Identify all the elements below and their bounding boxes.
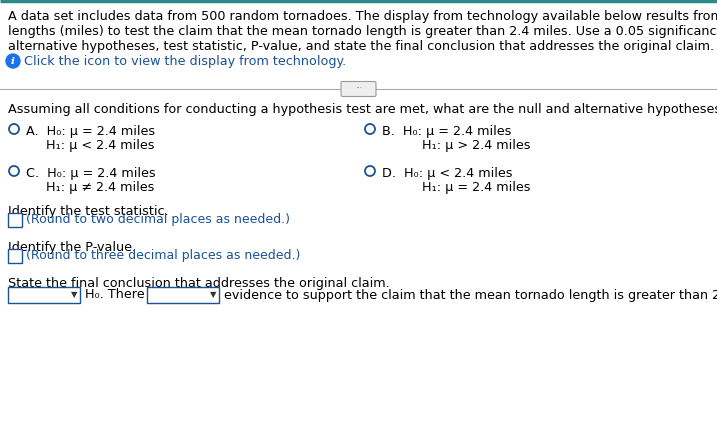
Bar [8,287,80,303]
Text: A.  H₀: μ = 2.4 miles: A. H₀: μ = 2.4 miles [26,125,155,138]
Text: B.  H₀: μ = 2.4 miles: B. H₀: μ = 2.4 miles [382,125,511,138]
Text: C.  H₀: μ = 2.4 miles: C. H₀: μ = 2.4 miles [26,167,156,180]
Text: alternative hypotheses, test statistic, P-value, and state the final conclusion : alternative hypotheses, test statistic, … [8,40,714,53]
Bar [8,213,22,227]
Text: Click the icon to view the display from technology.: Click the icon to view the display from … [24,55,346,67]
Text: H₁: μ > 2.4 miles: H₁: μ > 2.4 miles [382,139,531,152]
Text: ▼: ▼ [70,290,77,300]
Circle shape [6,54,20,68]
Text: H₁: μ < 2.4 miles: H₁: μ < 2.4 miles [26,139,154,152]
Text: Identify the test statistic.: Identify the test statistic. [8,205,168,218]
Text: H₁: μ = 2.4 miles: H₁: μ = 2.4 miles [382,181,531,194]
Text: lengths (miles) to test the claim that the mean tornado length is greater than 2: lengths (miles) to test the claim that t… [8,25,717,38]
Text: evidence to support the claim that the mean tornado length is greater than 2.4 m: evidence to support the claim that the m… [224,289,717,301]
Text: State the final conclusion that addresses the original claim.: State the final conclusion that addresse… [8,277,390,290]
Text: H₀. There is: H₀. There is [85,289,159,301]
Text: i: i [11,56,15,66]
Text: ···: ··· [355,84,362,94]
Text: (Round to three decimal places as needed.): (Round to three decimal places as needed… [26,250,300,262]
Text: Identify the P-value.: Identify the P-value. [8,241,136,254]
Text: ▼: ▼ [209,290,216,300]
Text: Assuming all conditions for conducting a hypothesis test are met, what are the n: Assuming all conditions for conducting a… [8,103,717,116]
Text: D.  H₀: μ < 2.4 miles: D. H₀: μ < 2.4 miles [382,167,513,180]
Text: A data set includes data from 500 random tornadoes. The display from technology : A data set includes data from 500 random… [8,10,717,23]
Text: (Round to two decimal places as needed.): (Round to two decimal places as needed.) [26,214,290,226]
Bar [147,287,219,303]
Text: H₁: μ ≠ 2.4 miles: H₁: μ ≠ 2.4 miles [26,181,154,194]
Bar [8,249,22,263]
FancyBboxPatch shape [341,82,376,96]
